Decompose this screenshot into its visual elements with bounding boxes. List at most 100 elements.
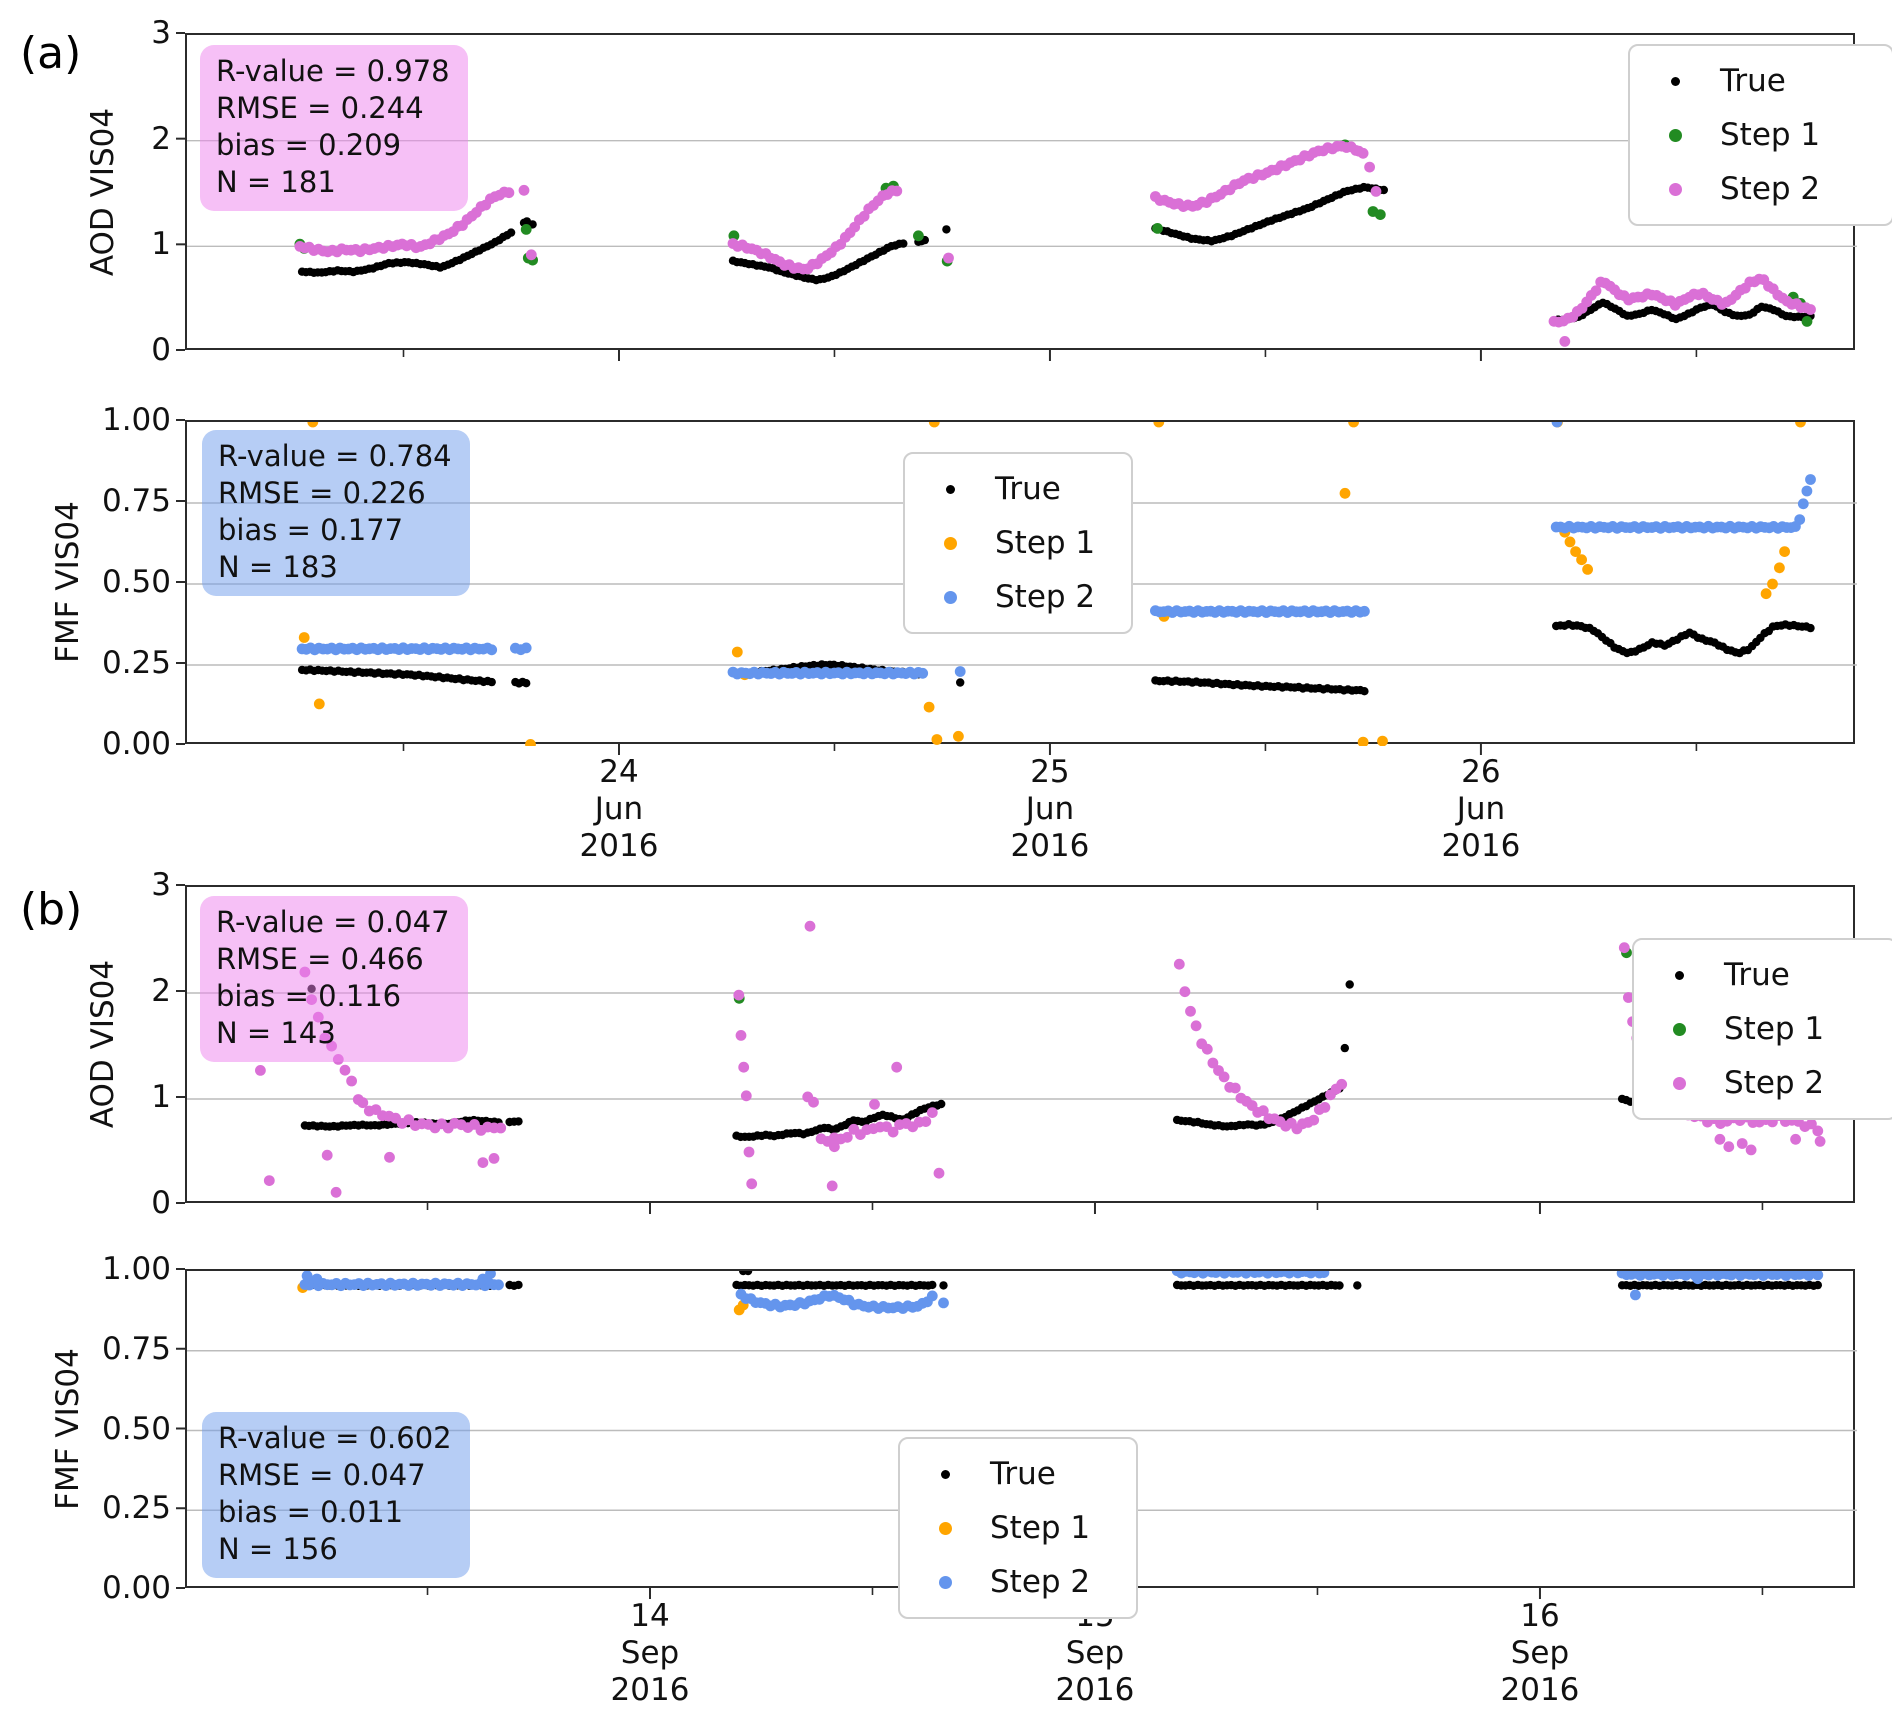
data-point — [488, 1153, 500, 1164]
data-point — [525, 249, 537, 261]
data-point — [1806, 623, 1815, 633]
data-point — [933, 1167, 945, 1179]
data-point — [743, 1146, 755, 1158]
legend-label: True — [1724, 957, 1790, 993]
xtick-line: 2016 — [1441, 828, 1521, 864]
data-point — [486, 644, 498, 656]
data-point — [869, 1098, 880, 1110]
a_aod-series-step2 — [294, 140, 1816, 347]
stats-line: N = 181 — [216, 165, 336, 199]
stats-line: RMSE = 0.466 — [216, 942, 424, 976]
data-point — [1576, 554, 1587, 566]
data-point — [956, 678, 965, 687]
data-point — [928, 422, 940, 428]
stats-line: RMSE = 0.244 — [216, 91, 424, 125]
data-point — [493, 1279, 504, 1291]
data-point — [917, 667, 929, 679]
legend-marker-column — [1644, 1076, 1714, 1090]
data-point — [1360, 687, 1369, 696]
legend-label: Step 1 — [1720, 117, 1821, 153]
b_aod-series-step2 — [255, 920, 1826, 1198]
legend-label: True — [1720, 63, 1786, 99]
a_aod-ylabel: AOD VIS04 — [85, 107, 121, 276]
a_aod-ytick-label: 3 — [151, 15, 171, 51]
legend-marker-column — [915, 536, 985, 550]
data-point — [1339, 487, 1351, 499]
data-point — [1335, 1281, 1344, 1290]
data-point — [1153, 422, 1165, 428]
data-point — [1201, 1043, 1213, 1055]
b_aod-ytick-label: 2 — [151, 973, 171, 1009]
data-point — [357, 1097, 369, 1109]
legend-marker-column — [910, 1469, 980, 1479]
data-point — [301, 1271, 313, 1282]
data-point — [1357, 736, 1369, 746]
a_fmf-stats-box: R-value = 0.784 RMSE = 0.226 bias = 0.177 N… — [202, 430, 470, 596]
data-point — [939, 1281, 948, 1290]
data-point — [307, 422, 319, 428]
stats-line: N = 183 — [218, 550, 338, 584]
stats-line: N = 156 — [218, 1532, 338, 1566]
b_fmf-stats-box: R-value = 0.602 RMSE = 0.047 bias = 0.011 N… — [202, 1412, 470, 1578]
data-point — [826, 1180, 838, 1192]
b_fmf-ytick-label: 0.25 — [101, 1490, 171, 1527]
a_fmf-xtick-label: 25 Jun 2016 — [970, 754, 1130, 865]
b_aod-ytick-label: 0 — [151, 1185, 171, 1221]
data-point — [255, 1065, 266, 1076]
legend-label: Step 2 — [990, 1564, 1091, 1600]
data-point — [738, 1061, 750, 1073]
legend-item: Step 1 — [1644, 1002, 1870, 1056]
data-point — [1190, 1020, 1202, 1032]
xtick-line: Jun — [1025, 791, 1075, 827]
data-point — [1790, 1133, 1801, 1145]
data-point — [487, 677, 496, 687]
a_aod-ytick-label: 0 — [151, 332, 171, 368]
xtick-line: Sep — [620, 1635, 680, 1671]
legend-item: Step 2 — [915, 570, 1105, 624]
step-2-marker-icon — [938, 1575, 952, 1589]
true-marker-icon — [1674, 970, 1684, 980]
data-point — [1357, 147, 1369, 159]
data-point — [477, 1157, 489, 1168]
data-point — [1767, 578, 1778, 590]
data-point — [1812, 1271, 1824, 1281]
data-point — [1813, 1280, 1823, 1290]
panel-a-letter: (a) — [20, 28, 82, 79]
data-point — [1806, 1118, 1817, 1130]
legend-label: Step 1 — [1724, 1011, 1825, 1047]
legend-item: True — [915, 462, 1105, 516]
stats-line: R-value = 0.978 — [216, 54, 450, 88]
data-point — [1173, 958, 1185, 970]
legend-item: Step 1 — [915, 516, 1105, 570]
data-point — [1814, 1136, 1826, 1147]
data-point — [1692, 1273, 1704, 1285]
data-point — [1218, 1071, 1230, 1083]
data-point — [1564, 536, 1576, 548]
data-point — [953, 730, 964, 742]
data-point — [1207, 1057, 1219, 1069]
data-point — [1308, 1114, 1320, 1126]
data-point — [1760, 588, 1772, 600]
data-point — [503, 187, 515, 199]
data-point — [1801, 316, 1813, 327]
data-point — [943, 252, 954, 264]
step-2-marker-icon — [1668, 182, 1682, 196]
legend-label: Step 1 — [990, 1510, 1091, 1546]
b_aod-ytick-label: 1 — [151, 1079, 171, 1115]
a_fmf-ylabel: FMF VIS04 — [50, 501, 86, 663]
data-point — [1623, 992, 1634, 1003]
data-point — [1345, 980, 1354, 989]
b_aod-series-true — [300, 980, 1823, 1142]
step-1-marker-icon — [1668, 128, 1682, 142]
data-point — [520, 224, 532, 235]
data-point — [384, 1151, 395, 1163]
data-point — [520, 642, 532, 654]
data-point — [1797, 498, 1809, 510]
data-point — [743, 1271, 753, 1276]
data-point — [495, 1122, 507, 1134]
data-point — [1779, 546, 1790, 557]
data-point — [804, 920, 816, 932]
data-point — [1795, 422, 1806, 428]
b_fmf-xtick-label: 14 Sep 2016 — [570, 1598, 730, 1709]
legend-item: Step 2 — [1644, 1056, 1870, 1110]
